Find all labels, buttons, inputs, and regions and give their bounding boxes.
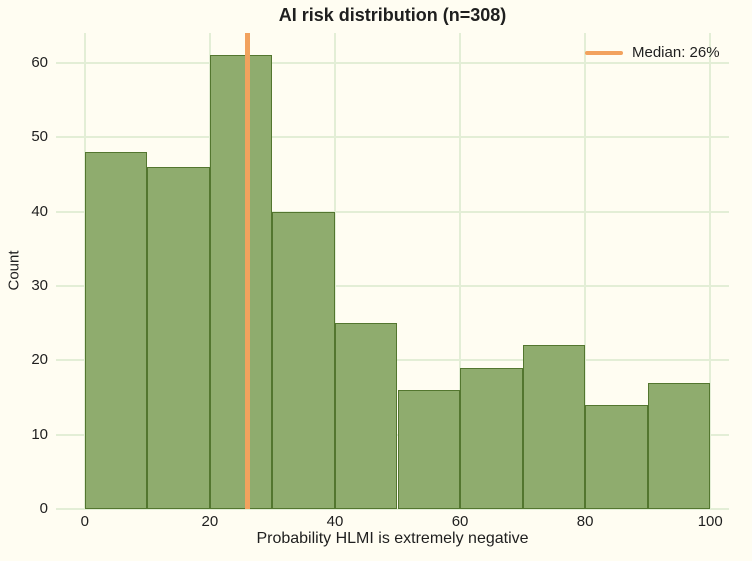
v-gridline-60 bbox=[459, 33, 462, 509]
v-gridline-40 bbox=[333, 33, 336, 509]
v-gridline-80 bbox=[584, 33, 587, 509]
x-tick-label-100: 100 bbox=[697, 513, 723, 530]
median-line bbox=[244, 33, 250, 509]
chart-title: AI risk distribution (n=308) bbox=[278, 5, 507, 25]
y-tick-label-40: 40 bbox=[31, 202, 48, 220]
histogram-bar-50-60 bbox=[397, 390, 461, 509]
y-tick-label-50: 50 bbox=[31, 128, 48, 146]
legend: Median: 26% bbox=[585, 44, 720, 61]
histogram-bar-90-100 bbox=[647, 382, 711, 509]
y-tick-label-30: 30 bbox=[31, 276, 48, 294]
histogram-bar-0-10 bbox=[84, 152, 148, 509]
legend-label: Median: 26% bbox=[632, 44, 720, 61]
v-gridline-100 bbox=[709, 33, 712, 509]
x-tick-label-60: 60 bbox=[451, 513, 469, 530]
histogram-bar-40-50 bbox=[334, 323, 398, 509]
histogram-bar-80-90 bbox=[585, 404, 648, 509]
h-gridline-0 bbox=[56, 508, 729, 510]
histogram-bar-10-20 bbox=[147, 166, 210, 509]
x-axis-label: Probability HLMI is extremely negative bbox=[256, 530, 529, 547]
y-tick-label-60: 60 bbox=[31, 53, 48, 71]
plot-area bbox=[56, 33, 729, 510]
y-tick-label-10: 10 bbox=[31, 425, 48, 443]
y-axis-label: Count bbox=[5, 250, 23, 291]
h-gridline-50 bbox=[56, 136, 729, 139]
histogram-bar-60-70 bbox=[460, 367, 523, 509]
h-gridline-40 bbox=[56, 210, 729, 213]
x-tick-label-40: 40 bbox=[326, 513, 344, 530]
histogram-bar-30-40 bbox=[272, 211, 335, 509]
y-tick-label-20: 20 bbox=[31, 351, 48, 369]
h-gridline-30 bbox=[56, 284, 729, 287]
y-tick-label-0: 0 bbox=[39, 500, 48, 517]
h-gridline-60 bbox=[56, 61, 729, 64]
histogram-bar-70-80 bbox=[522, 345, 586, 509]
median-line-swatch-icon bbox=[585, 50, 623, 55]
histogram-bar-20-30 bbox=[209, 55, 273, 509]
x-tick-label-20: 20 bbox=[201, 513, 219, 530]
x-tick-label-0: 0 bbox=[80, 513, 89, 530]
x-tick-label-80: 80 bbox=[576, 513, 594, 530]
